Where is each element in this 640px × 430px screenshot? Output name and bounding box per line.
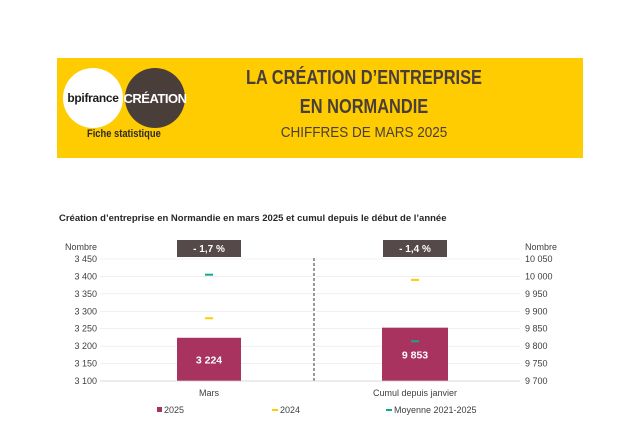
legend-label: 2024 <box>280 405 300 415</box>
bar-2025 <box>177 337 241 381</box>
variation-badge <box>383 240 447 257</box>
creation-logo: CRÉATION <box>123 68 187 128</box>
legend-label: 2025 <box>164 405 184 415</box>
bar-value-label: 3 224 <box>196 354 222 366</box>
y-tick-label: 3 350 <box>74 289 97 299</box>
header-banner: bpifrance CRÉATION Fiche statistique LA … <box>57 58 583 158</box>
x-category-label: Mars <box>199 388 219 398</box>
y-tick-label: 3 100 <box>74 376 97 386</box>
y-tick-label: 3 150 <box>74 359 97 369</box>
variation-badge-label: - 1,7 % <box>193 244 225 255</box>
y-tick-label: 3 300 <box>74 306 97 316</box>
y-tick-label: 9 800 <box>525 341 548 351</box>
page-title-line1: LA CRÉATION D’ENTREPRISE <box>245 67 482 89</box>
page-title-line2: EN NORMANDIE <box>299 96 429 118</box>
bar-2025 <box>382 327 448 381</box>
x-category-label: Cumul depuis janvier <box>373 388 457 398</box>
bpifrance-logo: bpifrance <box>63 68 123 128</box>
y-tick-label: 9 950 <box>525 289 548 299</box>
y-tick-label: 3 450 <box>74 254 97 264</box>
chart-title: Création d’entreprise en Normandie en ma… <box>59 213 447 224</box>
page-subtitle: CHIFFRES DE MARS 2025 <box>280 124 448 141</box>
y-axis-title: Nombre <box>65 242 97 252</box>
y-tick-label: 10 000 <box>525 271 553 281</box>
fiche-label: Fiche statistique <box>87 128 161 140</box>
y-tick-label: 3 200 <box>74 341 97 351</box>
y-axis-title: Nombre <box>525 242 557 252</box>
legend-swatch-2025 <box>157 407 162 412</box>
bar-value-label: 9 853 <box>402 349 428 361</box>
legend-label: Moyenne 2021-2025 <box>394 405 477 415</box>
variation-badge-label: - 1,4 % <box>399 244 431 255</box>
y-tick-label: 9 700 <box>525 376 548 386</box>
variation-badge <box>177 240 241 257</box>
y-tick-label: 3 250 <box>74 324 97 334</box>
y-tick-label: 3 400 <box>74 271 97 281</box>
y-tick-label: 9 900 <box>525 306 548 316</box>
y-tick-label: 9 850 <box>525 324 548 334</box>
y-tick-label: 9 750 <box>525 359 548 369</box>
y-tick-label: 10 050 <box>525 254 553 264</box>
creation-logo-text: CRÉATION <box>123 90 187 106</box>
bpifrance-logo-text: bpifrance <box>67 91 119 105</box>
